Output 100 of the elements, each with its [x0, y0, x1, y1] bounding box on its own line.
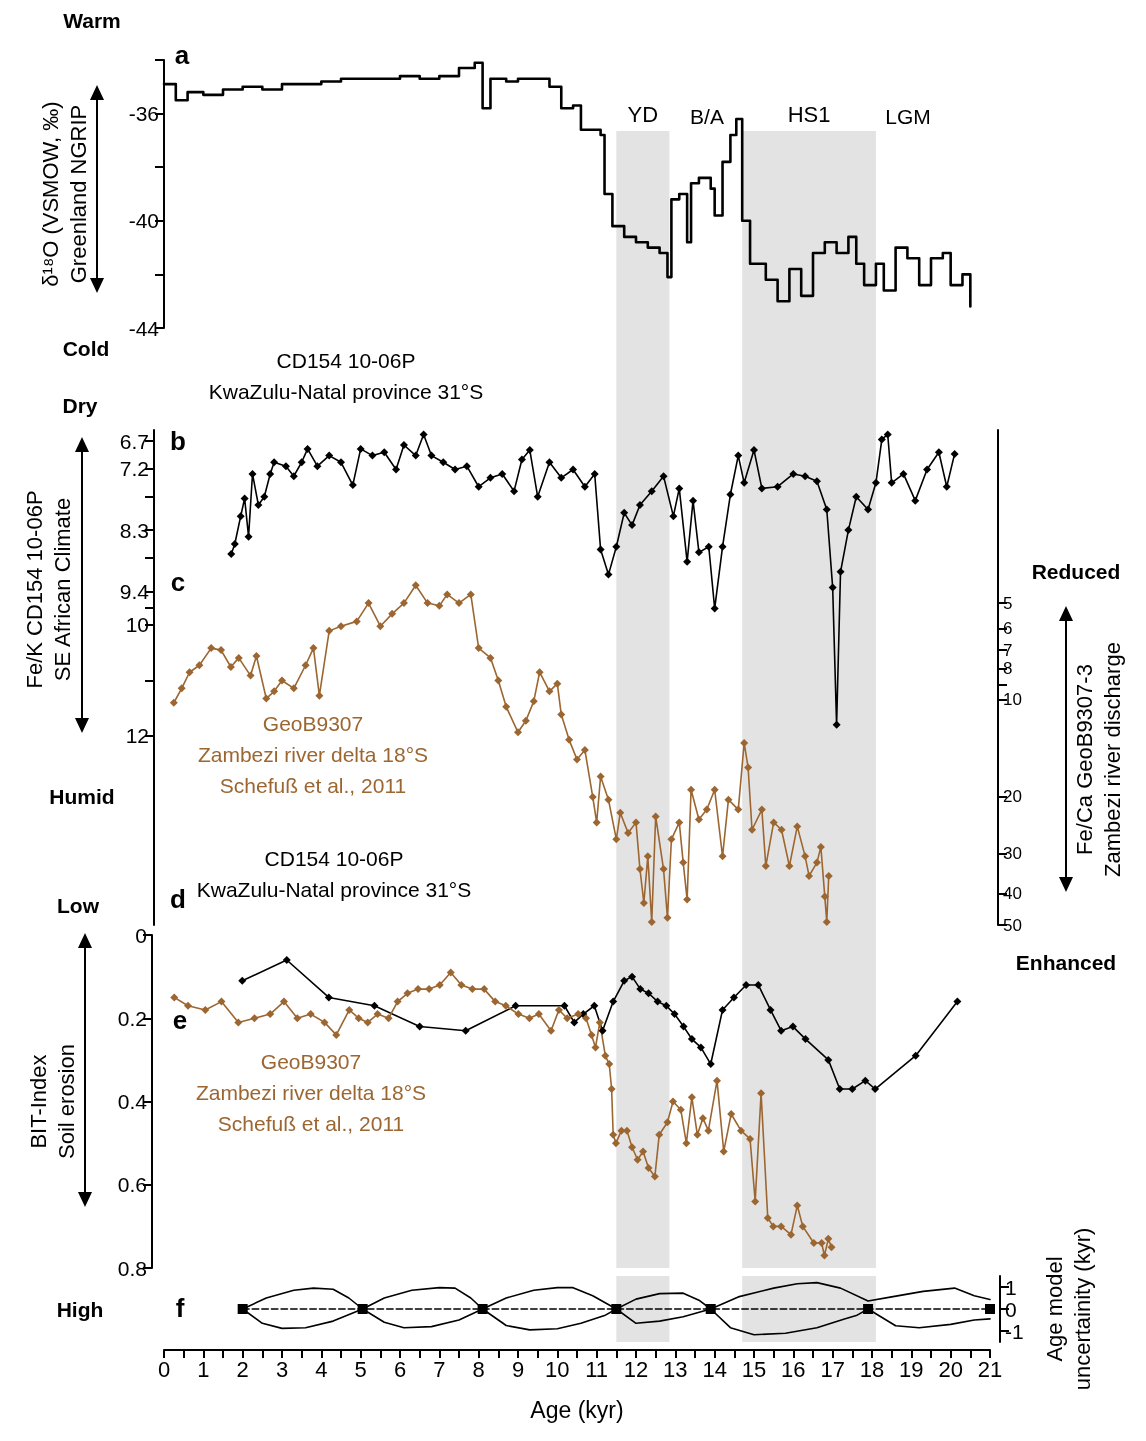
point [644, 989, 653, 998]
y-tick-label: 10 [125, 613, 149, 637]
point [953, 997, 962, 1006]
y-tick-label: 0.4 [117, 1090, 148, 1113]
point [324, 993, 333, 1002]
x-tick-label: 1 [197, 1356, 210, 1382]
x-tick-label: 17 [820, 1356, 845, 1382]
point [628, 972, 637, 981]
y-tick-label: -44 [128, 316, 160, 340]
y-tick-label: -40 [128, 209, 159, 233]
point [729, 993, 738, 1002]
point [653, 997, 662, 1006]
x-tick-label: 18 [859, 1356, 885, 1382]
x-tick-label: 15 [741, 1356, 767, 1382]
text: Warm [63, 8, 121, 32]
annotation: e [172, 1005, 188, 1035]
point [824, 1055, 833, 1064]
x-tick-label: 6 [393, 1356, 407, 1382]
y-axis-title: BIT-Index Soil erosion [25, 1044, 79, 1159]
point [835, 1085, 844, 1094]
text: High [56, 1297, 104, 1321]
y-tick-label: 9.4 [119, 579, 150, 603]
point [801, 1035, 810, 1044]
x-tick-label: 8 [472, 1356, 485, 1382]
y2-tick-label: 40 [1003, 884, 1022, 904]
text: Humid [49, 784, 115, 808]
point [590, 1001, 599, 1010]
annotation: a [174, 40, 190, 70]
y-tick-label: 0.8 [117, 1256, 147, 1280]
point [662, 1001, 671, 1010]
y-tick-label: 8.3 [119, 518, 149, 542]
x-tick-label: 12 [623, 1356, 649, 1382]
point [679, 1022, 688, 1031]
point [718, 1005, 727, 1014]
y2-tick-label: 20 [1003, 787, 1022, 807]
y-axis-title: Fe/K CD154 10-06P SE African Climate [21, 490, 75, 689]
text: Cold [62, 336, 110, 360]
point [415, 1022, 424, 1031]
point [742, 980, 751, 989]
y-axis-title: δ¹⁸O (VSMOW, ‰) Greenland NGRIP [37, 101, 91, 287]
text: Reduced [1031, 559, 1121, 583]
point [370, 1001, 379, 1010]
point [511, 1001, 520, 1010]
x-tick-label: 13 [663, 1356, 688, 1382]
y-tick-label: 0.6 [117, 1173, 147, 1197]
annotation: c [170, 567, 186, 597]
x-tick-label: 7 [433, 1356, 446, 1382]
point [696, 1043, 705, 1052]
x-tick-label: 5 [354, 1356, 367, 1382]
point [620, 976, 629, 985]
x-tick-label: 16 [781, 1356, 806, 1382]
point [848, 1085, 857, 1094]
x-tick-label: 9 [511, 1356, 525, 1382]
y2-tick-label: -1 [1005, 1319, 1024, 1343]
point [560, 1001, 569, 1010]
x-tick-label: 21 [977, 1356, 1003, 1382]
y2-tick-label: 1 [1005, 1275, 1017, 1299]
y-tick-label: 12 [125, 724, 149, 748]
text: Dry [62, 393, 98, 417]
text: CD154 10-06P KwaZulu-Natal province 31°S [208, 349, 484, 403]
point [598, 1026, 607, 1035]
point [570, 1018, 579, 1027]
annotation: LGM [885, 104, 931, 128]
annotation: d [170, 884, 186, 914]
point [871, 1085, 880, 1094]
y-tick-label: 6.7 [119, 429, 149, 453]
annotation: b [170, 426, 186, 456]
annotation: GeoB9307 Zambezi river delta 18°S Schefuß et al., 2011 [195, 1049, 427, 1135]
band-label: YD [627, 101, 659, 127]
x-axis-title: Age (kyr) [530, 1396, 624, 1423]
annotation: GeoB9307 Zambezi river delta 18°S Schefuß et al., 2011 [197, 711, 429, 797]
point [636, 985, 645, 994]
x-tick-label: 3 [275, 1356, 289, 1382]
y2-axis-title: Age model uncertainity (kyr) [1041, 1227, 1095, 1391]
point [788, 1022, 797, 1031]
x-tick-label: 2 [236, 1356, 249, 1382]
point [706, 1060, 715, 1069]
text: Enhanced [1015, 950, 1117, 974]
y2-axis-title: Fe/Ca GeoB9307-3 Zambezi river discharge [1071, 642, 1125, 877]
x-tick-label: 20 [938, 1356, 963, 1382]
point [911, 1051, 920, 1060]
annotation: B/A [690, 104, 724, 128]
annotation: f [175, 1293, 185, 1323]
point [777, 1026, 786, 1035]
band-label: HS1 [787, 101, 831, 127]
y-tick-label: 0.2 [117, 1006, 147, 1030]
point [754, 980, 763, 989]
x-tick-label: 4 [315, 1356, 328, 1382]
point [282, 955, 291, 964]
point [670, 1010, 679, 1019]
y-tick-label: -36 [128, 102, 159, 126]
x-tick-label: 14 [702, 1356, 727, 1382]
point [861, 1076, 870, 1085]
x-tick-label: 10 [545, 1356, 570, 1382]
point [687, 1035, 696, 1044]
point [609, 997, 618, 1006]
x-tick-label: 11 [585, 1356, 609, 1382]
annotation: CD154 10-06P KwaZulu-Natal province 31°S [196, 847, 472, 901]
y2-tick-label: 10 [1003, 690, 1022, 710]
x-tick-label: 19 [899, 1356, 924, 1382]
